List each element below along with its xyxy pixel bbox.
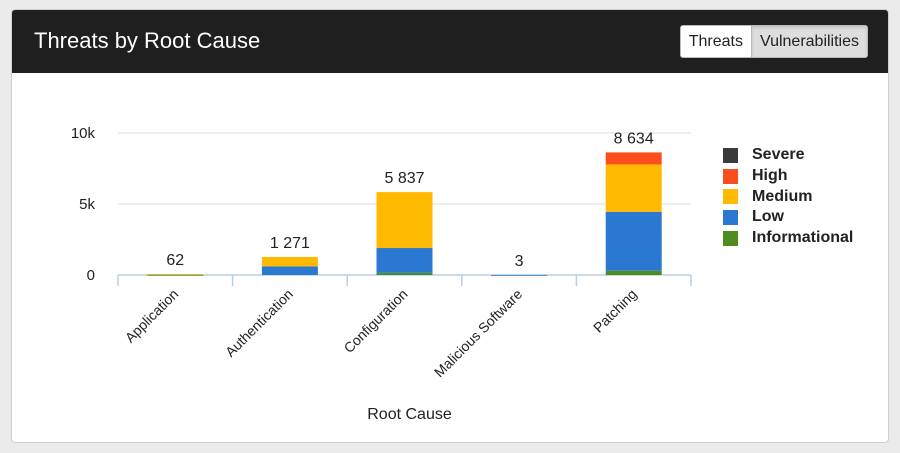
toggle-vulnerabilities-button[interactable]: Vulnerabilities <box>750 26 867 57</box>
legend-swatch <box>723 147 738 163</box>
legend-swatch <box>723 209 738 225</box>
x-tick-label: Application <box>122 286 182 346</box>
bar-total-label: 8 634 <box>614 130 654 147</box>
x-tick-label: Configuration <box>340 286 410 356</box>
x-tick-label: Malicious Software <box>431 286 526 381</box>
legend-item-severe[interactable]: Severe <box>723 145 853 166</box>
bar-total-label: 62 <box>166 252 184 269</box>
bar-segment-medium[interactable] <box>376 192 433 249</box>
panel-title: Threats by Root Cause <box>34 28 261 53</box>
legend-item-medium[interactable]: Medium <box>723 186 853 207</box>
bar-total-label: 3 <box>515 253 524 270</box>
x-axis-title: Root Cause <box>367 406 452 423</box>
legend-item-low[interactable]: Low <box>723 207 853 228</box>
legend-label: Severe <box>752 146 805 164</box>
y-tick-label: 0 <box>87 267 95 284</box>
toggle-threats-button[interactable]: Threats <box>680 26 751 57</box>
legend-item-informational[interactable]: Informational <box>723 228 853 249</box>
bar-segment-low[interactable] <box>491 274 548 276</box>
legend-swatch <box>723 189 738 205</box>
x-tick-label: Patching <box>590 286 640 336</box>
bar-segment-informational[interactable] <box>605 270 662 275</box>
y-tick-label: 10k <box>71 125 96 142</box>
bar-segment-medium[interactable] <box>147 274 204 275</box>
legend-swatch <box>723 230 738 246</box>
y-tick-label: 5k <box>79 196 95 213</box>
legend-label: High <box>752 167 788 185</box>
legend-label: Medium <box>752 187 813 205</box>
chart-panel: Threats by Root Cause Threats Vulnerabil… <box>11 9 889 443</box>
legend-label: Informational <box>752 229 854 247</box>
bar-segment-informational[interactable] <box>376 272 433 275</box>
bar-segment-low[interactable] <box>605 211 662 271</box>
bar-segment-low[interactable] <box>376 248 433 273</box>
bar-total-label: 1 271 <box>270 235 310 252</box>
legend-swatch <box>723 168 738 184</box>
x-tick-label: Authentication <box>222 286 296 360</box>
chart-legend: Severe High Medium Low Informational <box>723 145 853 248</box>
legend-item-high[interactable]: High <box>723 166 853 187</box>
bar-segment-high[interactable] <box>605 152 662 165</box>
panel-header: Threats by Root Cause Threats Vulnerabil… <box>12 10 888 73</box>
stacked-bar-chart: 0 5k 10k 62 Application 1 271 Authentication 5 … <box>71 125 692 423</box>
bar-segment-medium[interactable] <box>261 256 318 267</box>
bar-segment-low[interactable] <box>261 266 318 275</box>
bar-segment-medium[interactable] <box>605 164 662 212</box>
bar-segment-informational[interactable] <box>147 274 204 276</box>
view-toggle: Threats Vulnerabilities <box>679 25 868 58</box>
bar-total-label: 5 837 <box>384 170 424 187</box>
legend-label: Low <box>752 208 784 226</box>
